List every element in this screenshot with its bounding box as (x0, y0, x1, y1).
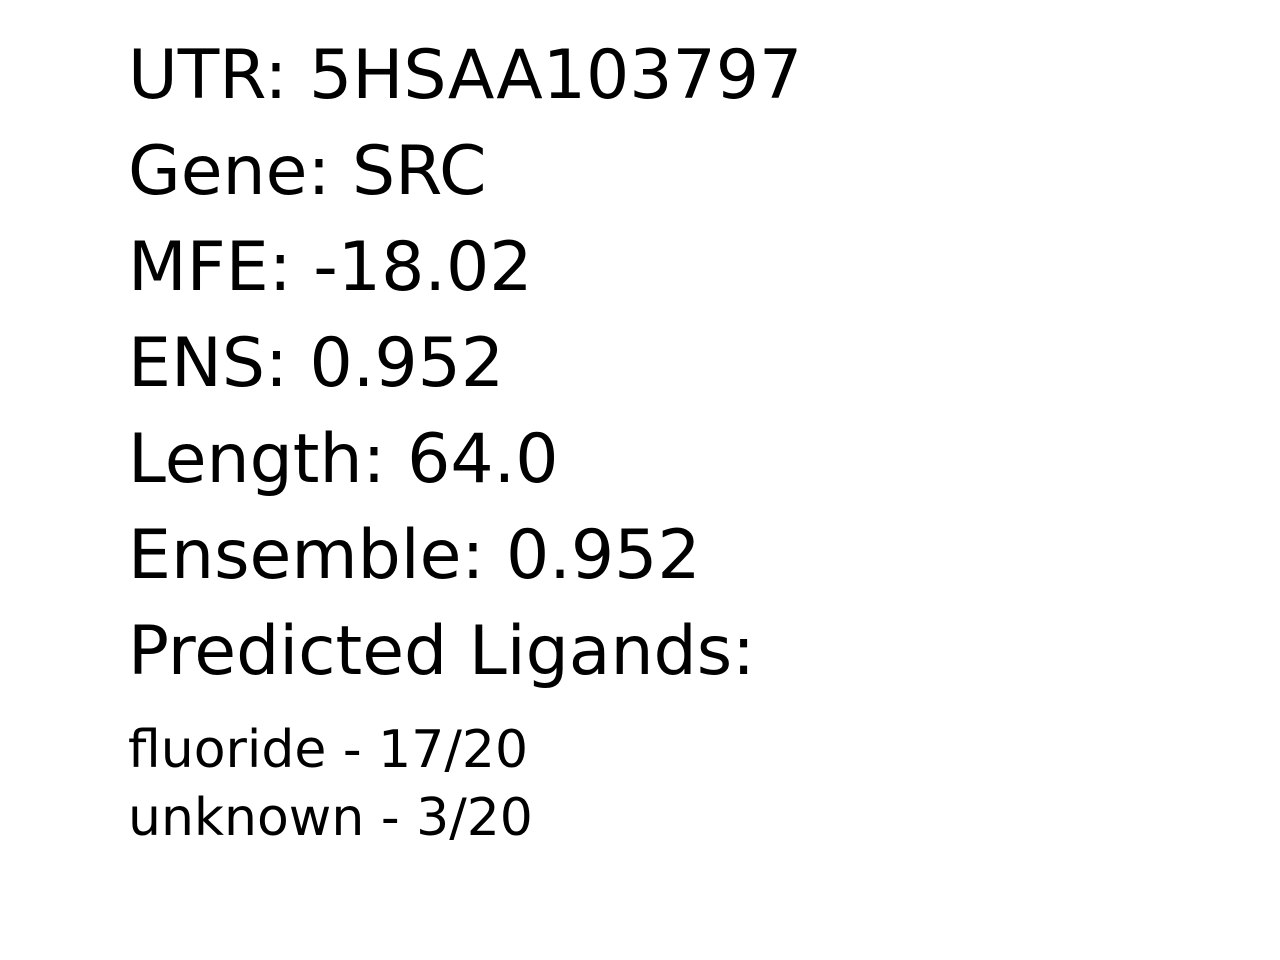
predicted-ligands-heading: Predicted Ligands: (128, 612, 756, 691)
gene-label: Gene: SRC (128, 132, 487, 211)
mfe-label: MFE: -18.02 (128, 228, 533, 307)
rna-info-panel: UTR: 5HSAA103797 Gene: SRC MFE: -18.02 E… (128, 28, 802, 700)
length-label: Length: 64.0 (128, 420, 559, 499)
utr-label: UTR: 5HSAA103797 (128, 36, 803, 115)
ens-label: ENS: 0.952 (128, 324, 505, 403)
ligand-item-unknown: unknown - 3/20 (128, 788, 533, 848)
ligand-item-fluoride: fluoride - 17/20 (128, 720, 529, 780)
ligand-list: fluoride - 17/20 unknown - 3/20 (128, 716, 533, 852)
ensemble-label: Ensemble: 0.952 (128, 516, 701, 595)
